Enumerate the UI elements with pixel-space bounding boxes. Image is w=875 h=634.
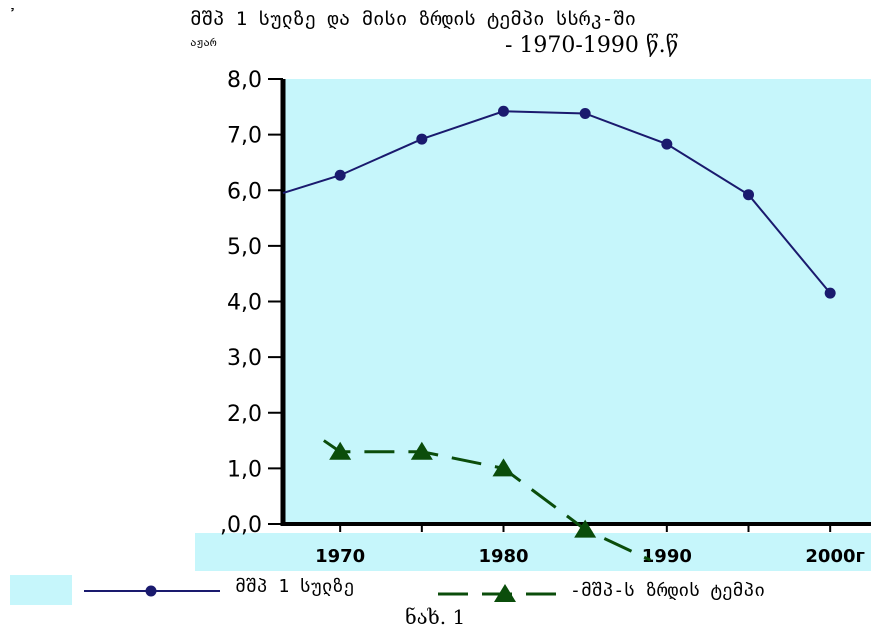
y-tick-label: 5,0 <box>227 235 262 260</box>
y-tick-label: 6,0 <box>227 179 262 204</box>
series-line-gdp-per-capita <box>282 110 831 294</box>
legend-label-gdp-growth: -მშპ-ს ზრდის ტემპი <box>570 580 766 601</box>
y-tick-label: 3,0 <box>227 346 262 371</box>
x-axis-ticks: 1970 1980 1990 2000г <box>315 524 865 567</box>
point-gdp-per-capita <box>743 189 754 201</box>
y-tick-label: 4,0 <box>227 291 262 316</box>
x-tick-label: 1990 <box>642 546 692 567</box>
y-tick-label: ,0,0 <box>220 513 262 538</box>
chart-title-line1: მშპ 1 სულზე და მისი ზრდის ტემპი სსრკ-ში <box>190 8 637 30</box>
y-tick-label: 8,0 <box>227 68 262 93</box>
series-layer <box>282 105 836 562</box>
point-gdp-growth <box>492 458 515 477</box>
corner-mark: ᾽ <box>8 6 17 27</box>
legend-marker-gdp-per-capita <box>145 585 157 597</box>
figure-caption: ნახ. 1 <box>405 605 466 629</box>
point-gdp-growth <box>329 441 352 460</box>
legend-lines <box>84 584 566 602</box>
point-gdp-per-capita <box>334 169 346 181</box>
point-gdp-per-capita <box>824 287 836 299</box>
y-tick-label: 1,0 <box>227 457 262 482</box>
point-gdp-per-capita <box>498 105 509 117</box>
y-tick-label: 7,0 <box>227 124 262 149</box>
point-gdp-growth <box>574 519 597 538</box>
x-axis-band <box>195 533 871 571</box>
y-axis-ticks: ,0,0 1,0 2,0 3,0 4,0 5,0 6,0 7,0 8,0 <box>220 68 283 538</box>
legend-label-gdp-per-capita: მშპ 1 სულზე <box>235 576 355 597</box>
x-tick-label: 1970 <box>315 546 365 567</box>
chart-title-line2: - 1970-1990 წ.წ <box>505 33 679 58</box>
plot-background <box>283 79 871 524</box>
point-gdp-per-capita <box>579 107 591 119</box>
y-tick-label: 2,0 <box>227 402 262 427</box>
x-tick-label: 2000г <box>805 546 865 567</box>
chart-title-prefix: აჟარ <box>190 36 217 49</box>
point-gdp-growth <box>410 441 433 460</box>
legend-swatch-box <box>10 575 72 605</box>
point-gdp-per-capita <box>416 133 428 145</box>
point-gdp-per-capita <box>661 138 673 150</box>
x-tick-label: 1980 <box>478 546 528 567</box>
legend-marker-gdp-growth <box>494 584 516 602</box>
